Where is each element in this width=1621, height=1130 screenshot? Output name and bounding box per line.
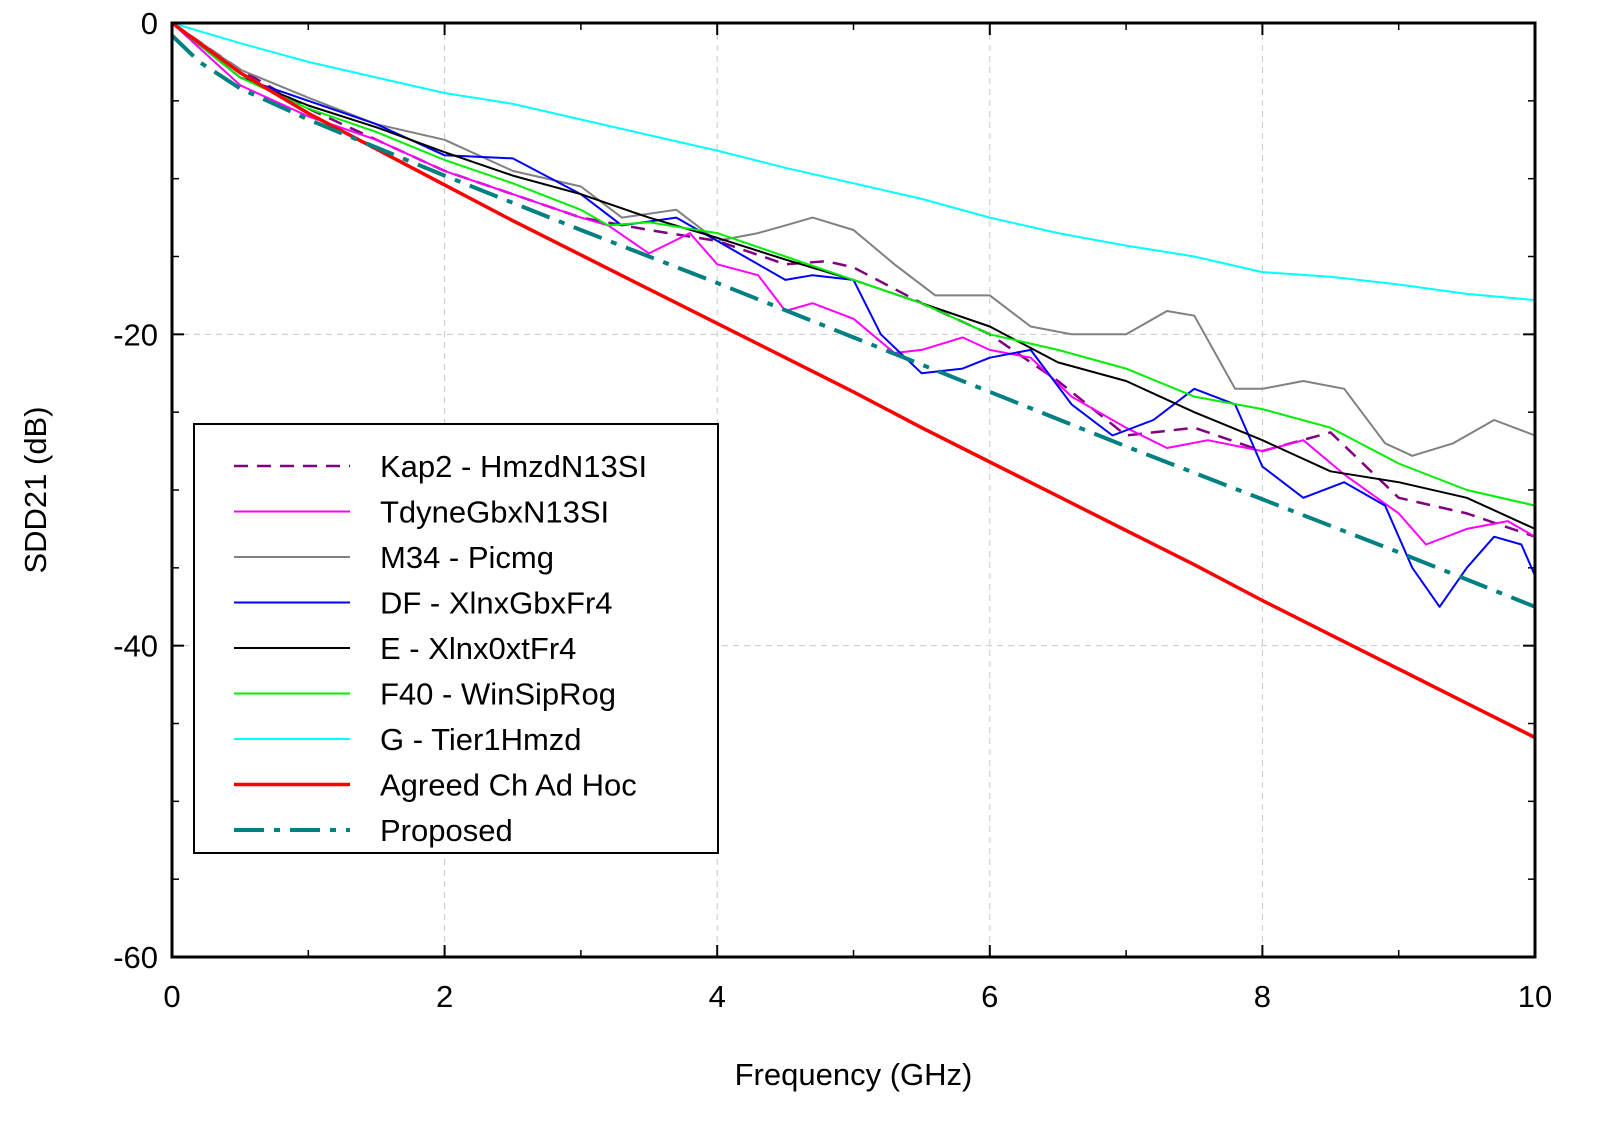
legend-box <box>193 423 719 854</box>
x-axis-title: Frequency (GHz) <box>735 1057 973 1092</box>
axis-ticks <box>171 22 1536 958</box>
legend-label: G - Tier1Hmzd <box>380 722 582 757</box>
y-tick-label: -40 <box>113 629 158 664</box>
legend: Kap2 - HmzdN13SI TdyneGbxN13SI M34 - Picmg… <box>193 423 719 854</box>
legend-label: E - Xlnx0xtFr4 <box>380 631 576 666</box>
series-line <box>171 22 1536 457</box>
x-tick-label: 10 <box>1518 979 1552 1014</box>
y-tick-label: -60 <box>113 940 158 975</box>
y-axis-title: SDD21 (dB) <box>18 406 53 573</box>
y-tick-label: 0 <box>141 6 158 41</box>
series-lines <box>170 21 1536 740</box>
legend-label: Agreed Ch Ad Hoc <box>380 768 637 803</box>
legend-label: M34 - Picmg <box>380 540 554 575</box>
legend-label: Kap2 - HmzdN13SI <box>380 449 647 484</box>
series-line <box>171 22 1536 507</box>
y-tick-label: -20 <box>113 317 158 352</box>
x-tick-label: 4 <box>709 979 726 1014</box>
x-tick-label: 8 <box>1254 979 1271 1014</box>
x-tick-label: 2 <box>436 979 453 1014</box>
series-line <box>170 34 1536 609</box>
legend-label: TdyneGbxN13SI <box>380 495 609 530</box>
x-tick-label: 6 <box>981 979 998 1014</box>
series-line <box>171 22 1536 608</box>
legend-label: F40 - WinSipRog <box>380 677 616 712</box>
series-line <box>170 21 1536 740</box>
series-line <box>171 22 1536 546</box>
legend-label: Proposed <box>380 813 513 848</box>
x-tick-label: 0 <box>163 979 180 1014</box>
tick-labels: 0 2 4 6 8 10 0 -20 -40 -60 <box>113 6 1552 1014</box>
legend-label: DF - XlnxGbxFr4 <box>380 586 613 621</box>
series-line <box>171 22 1536 302</box>
